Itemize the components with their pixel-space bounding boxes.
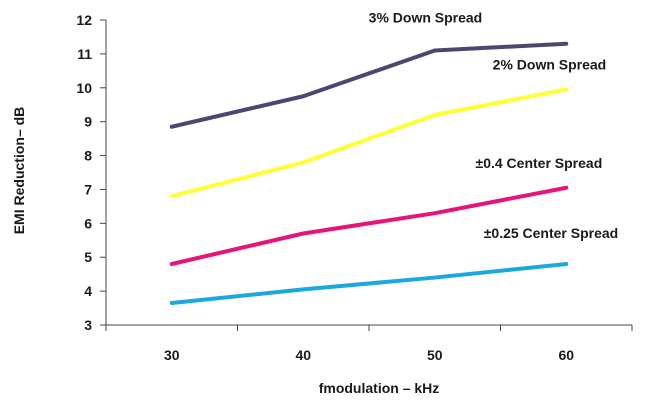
x-tick-label: 30 [164, 347, 180, 363]
x-ticks: 30 40 50 60 [105, 325, 633, 363]
y-axis-title: EMI Reduction– dB [11, 107, 27, 235]
series-line [169, 87, 569, 199]
x-axis-title: fmodulation – kHz [319, 380, 440, 396]
x-tick-label: 40 [295, 347, 311, 363]
y-tick-label: 10 [76, 80, 92, 96]
series-label: ±0.25 Center Spread [484, 225, 619, 241]
y-tick-label: 11 [77, 46, 92, 62]
series-line [169, 262, 569, 305]
y-tick-label: 8 [84, 148, 92, 164]
y-tick-label: 9 [84, 114, 92, 130]
y-tick-label: 5 [84, 249, 92, 265]
series-line [169, 185, 569, 266]
series-labels: 3% Down Spread 2% Down Spread ±0.4 Center … [369, 10, 619, 241]
y-tick-label: 4 [84, 283, 92, 299]
series-line [169, 41, 569, 129]
y-ticks: 3 4 5 6 7 8 9 10 11 12 [76, 12, 106, 333]
series-label: ±0.4 Center Spread [476, 155, 603, 171]
series-lines [169, 41, 569, 305]
series-label: 2% Down Spread [493, 56, 607, 72]
y-tick-label: 3 [84, 317, 92, 333]
x-tick-label: 50 [427, 347, 443, 363]
x-tick-label: 60 [558, 347, 574, 363]
y-tick-label: 7 [84, 181, 92, 197]
series-label: 3% Down Spread [369, 10, 483, 26]
y-tick-label: 12 [76, 12, 92, 28]
y-tick-label: 6 [84, 215, 92, 231]
